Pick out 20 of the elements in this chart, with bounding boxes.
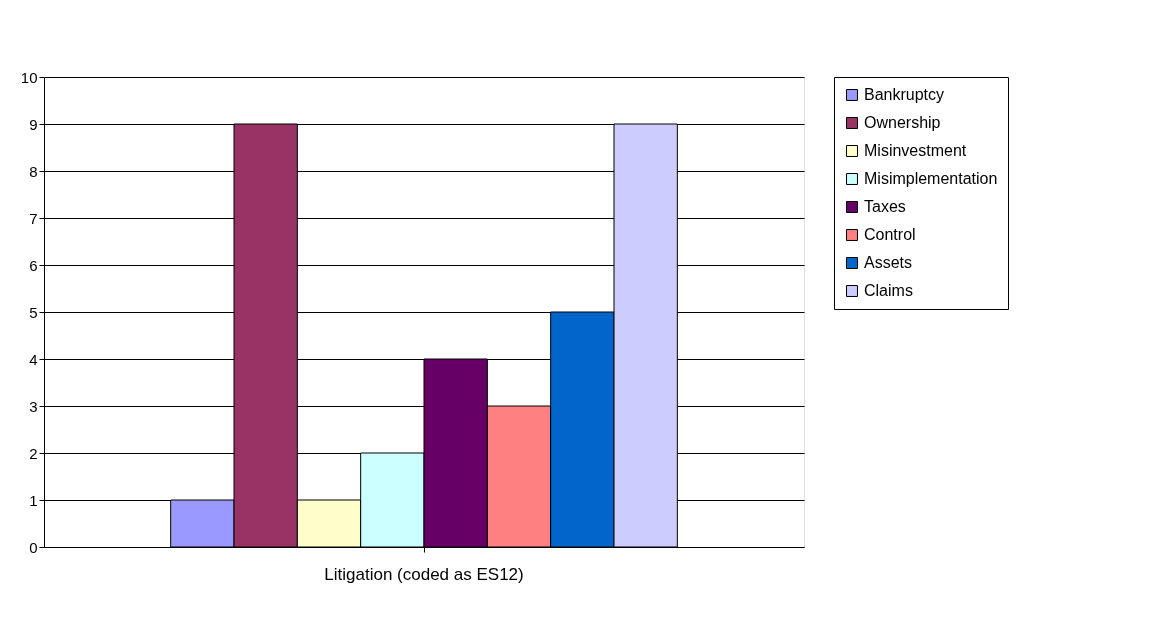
legend-label: Assets xyxy=(864,254,913,271)
y-tick-label: 8 xyxy=(29,162,38,180)
y-tick-label: 7 xyxy=(29,209,38,227)
y-tick-label: 2 xyxy=(29,444,38,462)
legend-label: Misinvestment xyxy=(864,142,967,159)
y-tick-label: 10 xyxy=(20,68,38,86)
legend-label: Bankruptcy xyxy=(864,86,945,103)
legend-label: Control xyxy=(864,226,916,243)
y-tick-label: 0 xyxy=(29,538,38,556)
x-tick-label: Litigation (coded as ES12) xyxy=(324,564,524,584)
y-tick-label: 4 xyxy=(29,350,38,368)
y-tick-label: 5 xyxy=(29,303,38,321)
legend-label: Misimplementation xyxy=(864,170,998,187)
legend-label: Claims xyxy=(864,282,913,299)
y-tick-label: 1 xyxy=(29,491,38,509)
y-tick-label: 3 xyxy=(29,397,38,415)
y-tick-label: 6 xyxy=(29,256,38,274)
legend-label: Ownership xyxy=(864,114,941,131)
legend-label: Taxes xyxy=(864,198,906,215)
y-tick-label: 9 xyxy=(29,115,38,133)
